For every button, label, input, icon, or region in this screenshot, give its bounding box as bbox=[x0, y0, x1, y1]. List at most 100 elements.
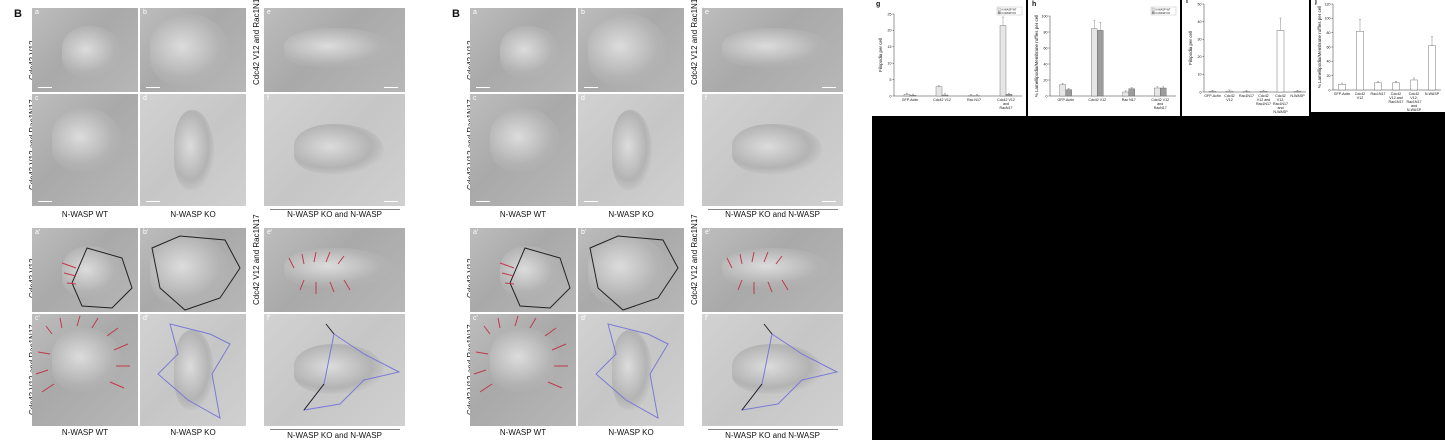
micrograph-f-prime: f' bbox=[702, 314, 843, 426]
x-tick-label: GFP-Actin bbox=[1204, 94, 1221, 98]
panel-label: c bbox=[35, 95, 39, 102]
y-tick-label: 0 bbox=[1329, 88, 1331, 92]
chart-j: j 0 20 40 60 80 100 120% Lamellipodia/Membrane … bbox=[1311, 0, 1445, 112]
micrograph-c-prime: c' bbox=[470, 314, 576, 426]
x-tick-label: GFP-Actin bbox=[1334, 92, 1351, 96]
x-tick-label: N-WASP bbox=[1425, 92, 1440, 96]
bar bbox=[1225, 90, 1234, 93]
x-tick-label: Cdc42 V12 bbox=[1224, 94, 1234, 102]
micrograph-b: b bbox=[140, 8, 246, 92]
bar bbox=[909, 95, 917, 97]
bar bbox=[1065, 89, 1072, 97]
y-tick-label: 40 bbox=[1044, 62, 1048, 66]
y-axis-label: Filopodia per cell bbox=[878, 38, 883, 72]
chart-j-svg: j 0 20 40 60 80 100 120% Lamellipodia/Membrane … bbox=[1314, 0, 1441, 112]
micrograph-a: a bbox=[470, 8, 576, 92]
micrograph-e-prime: e' bbox=[264, 228, 405, 312]
panel-label: f' bbox=[705, 315, 709, 322]
panel-letter: g bbox=[876, 1, 880, 8]
bar bbox=[1356, 31, 1364, 91]
legend-box bbox=[996, 6, 1023, 16]
column-label: N-WASP WT bbox=[499, 210, 547, 219]
panel-label: a' bbox=[473, 229, 479, 236]
panel-letter: B bbox=[14, 8, 22, 20]
y-tick-label: 10 bbox=[888, 62, 892, 66]
legend-swatch bbox=[997, 7, 1001, 11]
x-tick-label: N-WASP bbox=[1290, 94, 1305, 98]
micrograph-c: c bbox=[470, 94, 576, 206]
panel-label: c' bbox=[35, 315, 40, 322]
chart-g-svg: g 0 5 10 15 20 25 Filopodia per cell GFP-Actin Cd… bbox=[876, 1, 1023, 110]
y-tick-label: 0 bbox=[1046, 94, 1048, 98]
panel-letter: j bbox=[1314, 0, 1317, 5]
y-tick-label: 10 bbox=[1198, 73, 1202, 77]
x-tick-label: Cdc42 V12 and RacN17 bbox=[997, 98, 1015, 110]
column-label: N-WASP KO and N-WASP bbox=[725, 431, 820, 440]
y-tick-label: 20 bbox=[1198, 55, 1202, 59]
panel-letter: i bbox=[1186, 0, 1188, 5]
row-label: Cdc42 V12 and Rac1N17 bbox=[690, 0, 699, 85]
y-tick-label: 60 bbox=[1044, 46, 1048, 50]
panel-label: a bbox=[473, 9, 477, 16]
y-tick-label: 25 bbox=[888, 12, 892, 16]
x-tick-label: Cdc42 V12 bbox=[1355, 92, 1365, 100]
micrograph-b-prime: b' bbox=[578, 228, 684, 312]
chart-i: i 0 10 20 30 40 50 Filopodia per cell GFP-Actin C… bbox=[1182, 0, 1309, 116]
y-tick-label: 60 bbox=[1327, 45, 1331, 49]
legend-label: N-WASP WT bbox=[1002, 7, 1017, 11]
row-label: Cdc42 V12 and Rac1N17 bbox=[252, 214, 261, 305]
column-label: N-WASP KO bbox=[608, 210, 654, 219]
panel-letter: h bbox=[1032, 1, 1036, 8]
figure-right: B Cdc42 V12 Cdc42 V12 and Rac1N17 Cdc42 … bbox=[440, 0, 870, 440]
bar bbox=[1005, 94, 1013, 97]
bar bbox=[941, 94, 949, 97]
bar bbox=[1338, 84, 1346, 91]
divider bbox=[270, 209, 400, 210]
x-tick-label: Rac N17 bbox=[1122, 98, 1136, 102]
micrograph-e-prime: e' bbox=[702, 228, 843, 312]
micrograph-a-prime: a' bbox=[470, 228, 576, 312]
micrograph-f-prime: f' bbox=[264, 314, 405, 426]
chart-g: g 0 5 10 15 20 25 Filopodia per cell GFP-Actin Cd… bbox=[872, 0, 1026, 116]
bar bbox=[903, 94, 911, 97]
panel-label: a' bbox=[35, 229, 41, 236]
panel-label: e' bbox=[267, 229, 273, 236]
column-label: N-WASP WT bbox=[61, 428, 109, 437]
divider bbox=[270, 429, 400, 430]
micrograph-c-prime: c' bbox=[32, 314, 138, 426]
row-label: Cdc42 V12 and Rac1N17 bbox=[690, 214, 699, 305]
panel-label: b bbox=[581, 9, 585, 16]
x-tick-label: Cdc42 V12, Rac1N17 and N-WASP bbox=[1407, 92, 1422, 112]
legend-box bbox=[1150, 6, 1177, 16]
legend-swatch bbox=[1151, 11, 1155, 15]
bar bbox=[1392, 82, 1400, 91]
panel-label: f bbox=[267, 95, 269, 102]
panel-label: c bbox=[473, 95, 477, 102]
y-tick-label: 15 bbox=[888, 45, 892, 49]
bar bbox=[1259, 91, 1268, 93]
panel-label: b bbox=[143, 9, 147, 16]
y-tick-label: 0 bbox=[1200, 90, 1202, 94]
column-label: N-WASP WT bbox=[499, 428, 547, 437]
y-axis-label: % Lamellipodia/Membrane ruffles per cell bbox=[1034, 15, 1039, 97]
panel-label: d' bbox=[581, 315, 587, 322]
panel-label: a bbox=[35, 9, 39, 16]
column-label: N-WASP KO bbox=[170, 428, 216, 437]
y-tick-label: 20 bbox=[888, 29, 892, 33]
micrograph-f: f bbox=[702, 94, 843, 206]
bar bbox=[1276, 30, 1285, 93]
panel-label: f' bbox=[267, 315, 271, 322]
bar bbox=[1059, 84, 1066, 97]
y-tick-label: 100 bbox=[1042, 14, 1048, 18]
bar bbox=[935, 86, 943, 97]
bar bbox=[1097, 30, 1104, 97]
y-tick-label: 80 bbox=[1327, 31, 1331, 35]
panel-label: d bbox=[581, 95, 585, 102]
x-tick-label: Cdc42 V12, Rac1N17 and N-WASP bbox=[1273, 94, 1288, 114]
panel-label: d' bbox=[143, 315, 149, 322]
bar bbox=[1374, 82, 1382, 91]
micrograph-b-prime: b' bbox=[140, 228, 246, 312]
y-tick-label: 40 bbox=[1198, 20, 1202, 24]
column-label: N-WASP KO and N-WASP bbox=[287, 431, 382, 440]
panel-label: e' bbox=[705, 229, 711, 236]
